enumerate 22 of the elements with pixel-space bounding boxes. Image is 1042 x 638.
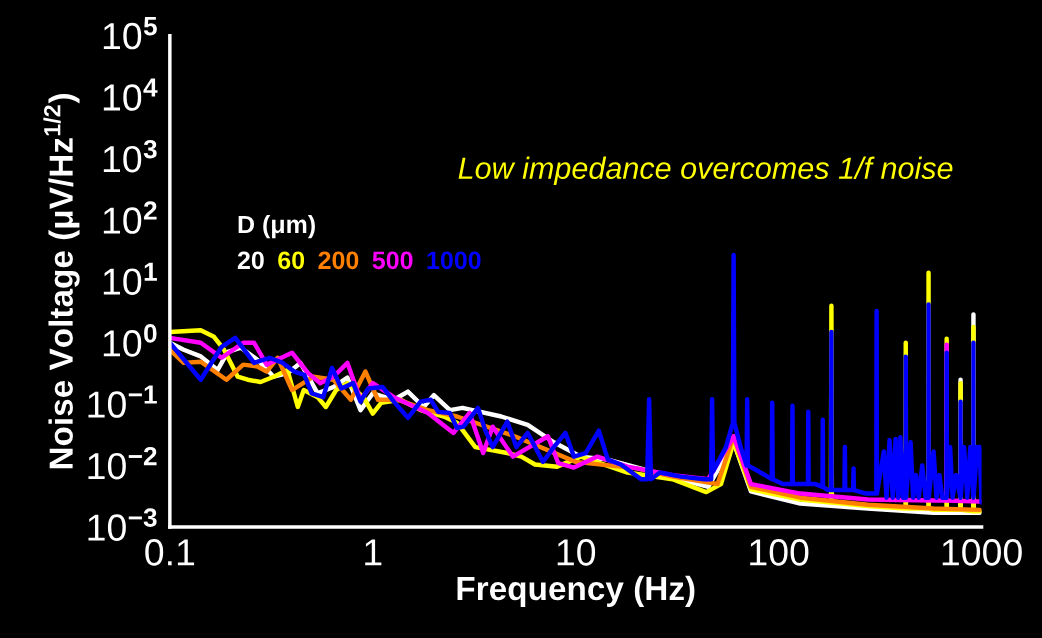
text: 200 bbox=[318, 251, 359, 270]
text: 500 bbox=[372, 251, 413, 270]
y-tick-label: 10$^{0}$ bbox=[103, 324, 157, 357]
x-axis-title: Frequency (Hz) bbox=[457, 575, 695, 607]
y-tick-label: 10$^{1}$ bbox=[103, 262, 157, 295]
y-axis-title: Noise Voltage (μV/Hz$^{1/2}$) bbox=[43, 94, 80, 469]
x-tick-label: 0.1 bbox=[145, 539, 195, 566]
annotation: Low impedance overcomes 1/f noise bbox=[458, 156, 953, 186]
y-tick-label: 10$^{4}$ bbox=[103, 78, 158, 111]
y-tick-label: 10$^{−2}$ bbox=[88, 446, 157, 480]
y-tick-label: 10$^{5}$ bbox=[103, 17, 157, 50]
x-tick-label: 10 bbox=[557, 539, 596, 566]
y-tick-label: 10$^{2}$ bbox=[103, 201, 157, 234]
y-tick-label: 10$^{−1}$ bbox=[88, 385, 157, 418]
legend-title: D (μm) bbox=[238, 214, 315, 239]
text: 20 bbox=[237, 251, 264, 270]
x-tick-label: 1000 bbox=[942, 539, 1022, 566]
y-tick-label: 10$^{3}$ bbox=[103, 139, 157, 173]
text: 60 bbox=[278, 251, 305, 270]
x-tick-label: 100 bbox=[750, 539, 809, 566]
x-tick-label: 1 bbox=[365, 539, 382, 566]
text: 1000 bbox=[427, 251, 481, 270]
